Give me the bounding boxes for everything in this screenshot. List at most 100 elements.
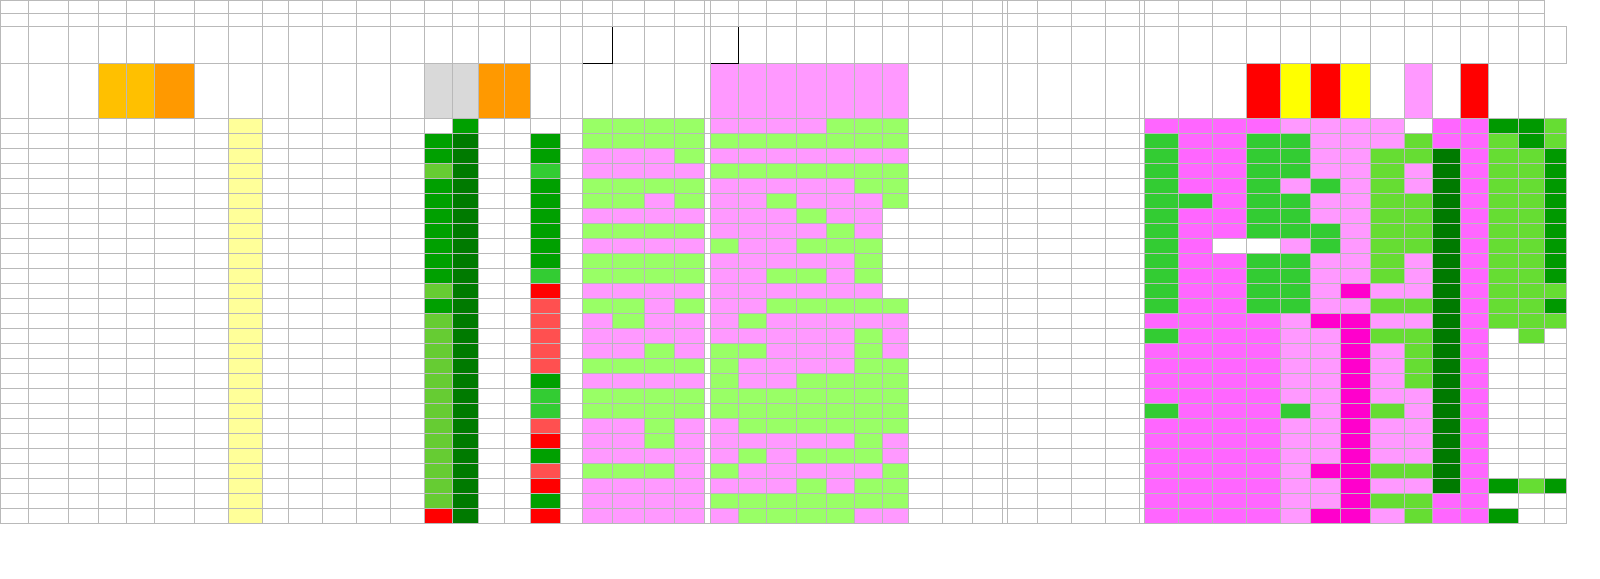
table-cell	[560, 508, 583, 524]
table-cell	[424, 418, 453, 434]
table-cell	[942, 493, 973, 509]
summary-cell	[1246, 0, 1281, 14]
table-cell	[908, 313, 943, 329]
table-cell	[1310, 208, 1341, 224]
table-cell	[322, 508, 357, 524]
table-cell	[1280, 448, 1311, 464]
table-cell	[908, 493, 943, 509]
table-cell	[154, 208, 195, 224]
table-cell	[854, 268, 883, 284]
column-header	[1105, 63, 1140, 119]
summary-cell	[1432, 13, 1461, 27]
table-cell	[1340, 373, 1371, 389]
table-cell	[452, 508, 479, 524]
table-cell	[1071, 418, 1106, 434]
table-cell	[826, 388, 855, 404]
table-cell	[826, 283, 855, 299]
table-cell	[322, 193, 357, 209]
label-cell	[504, 26, 531, 64]
table-cell	[560, 433, 583, 449]
table-cell	[194, 298, 229, 314]
table-cell	[908, 283, 943, 299]
table-cell	[68, 388, 99, 404]
table-cell	[826, 223, 855, 239]
table-cell	[1544, 193, 1567, 209]
table-cell	[1246, 283, 1281, 299]
table-cell	[1544, 343, 1567, 359]
table-cell	[612, 208, 645, 224]
table-cell	[98, 208, 127, 224]
table-cell	[826, 448, 855, 464]
table-cell	[154, 133, 195, 149]
table-cell	[1071, 358, 1106, 374]
table-cell	[126, 223, 155, 239]
table-cell	[582, 163, 613, 179]
table-cell	[452, 448, 479, 464]
table-cell	[1488, 178, 1519, 194]
table-cell	[322, 313, 357, 329]
table-cell	[1488, 118, 1519, 134]
label-cell	[68, 26, 99, 64]
label-cell	[1432, 26, 1461, 64]
label-cell	[452, 26, 479, 64]
table-cell	[1544, 283, 1567, 299]
table-cell	[1144, 283, 1179, 299]
table-cell	[1432, 208, 1461, 224]
table-cell	[194, 508, 229, 524]
max-value-link[interactable]	[0, 0, 29, 14]
table-cell	[28, 118, 69, 134]
label-cell	[1370, 26, 1405, 64]
table-cell	[126, 313, 155, 329]
table-cell	[1007, 298, 1038, 314]
table-cell	[194, 388, 229, 404]
table-cell	[674, 193, 705, 209]
table-cell	[452, 478, 479, 494]
table-cell	[766, 373, 797, 389]
table-cell	[1432, 193, 1461, 209]
table-cell	[1460, 388, 1489, 404]
table-cell	[1404, 118, 1433, 134]
table-cell	[424, 298, 453, 314]
table-cell	[424, 358, 453, 374]
table-cell	[882, 328, 909, 344]
table-cell	[1340, 388, 1371, 404]
table-cell	[1518, 358, 1545, 374]
column-header	[942, 63, 973, 119]
table-cell	[1007, 163, 1038, 179]
table-cell	[1246, 358, 1281, 374]
table-cell	[1544, 508, 1567, 524]
table-cell	[28, 373, 69, 389]
table-cell	[710, 418, 739, 434]
table-cell	[1370, 493, 1405, 509]
table-cell	[582, 388, 613, 404]
table-cell	[288, 208, 323, 224]
table-cell	[612, 373, 645, 389]
summary-cell	[1340, 13, 1371, 27]
table-cell	[908, 208, 943, 224]
summary-cell	[424, 0, 453, 14]
table-row	[0, 133, 1567, 149]
table-cell	[766, 238, 797, 254]
table-cell	[228, 448, 263, 464]
table-cell	[504, 463, 531, 479]
table-cell	[942, 118, 973, 134]
table-cell	[1544, 388, 1567, 404]
table-cell	[504, 448, 531, 464]
table-cell	[98, 163, 127, 179]
table-cell	[796, 463, 827, 479]
table-cell	[424, 223, 453, 239]
table-cell	[1488, 373, 1519, 389]
column-header	[530, 63, 561, 119]
table-cell	[766, 253, 797, 269]
table-cell	[1518, 478, 1545, 494]
table-cell	[68, 463, 99, 479]
table-cell	[1212, 403, 1247, 419]
summary-cell	[1488, 0, 1519, 14]
column-header	[1432, 63, 1461, 119]
table-cell	[1178, 508, 1213, 524]
summary-cell	[228, 13, 263, 27]
table-cell	[1071, 298, 1106, 314]
table-cell	[194, 133, 229, 149]
table-cell	[68, 133, 99, 149]
table-cell	[262, 298, 289, 314]
